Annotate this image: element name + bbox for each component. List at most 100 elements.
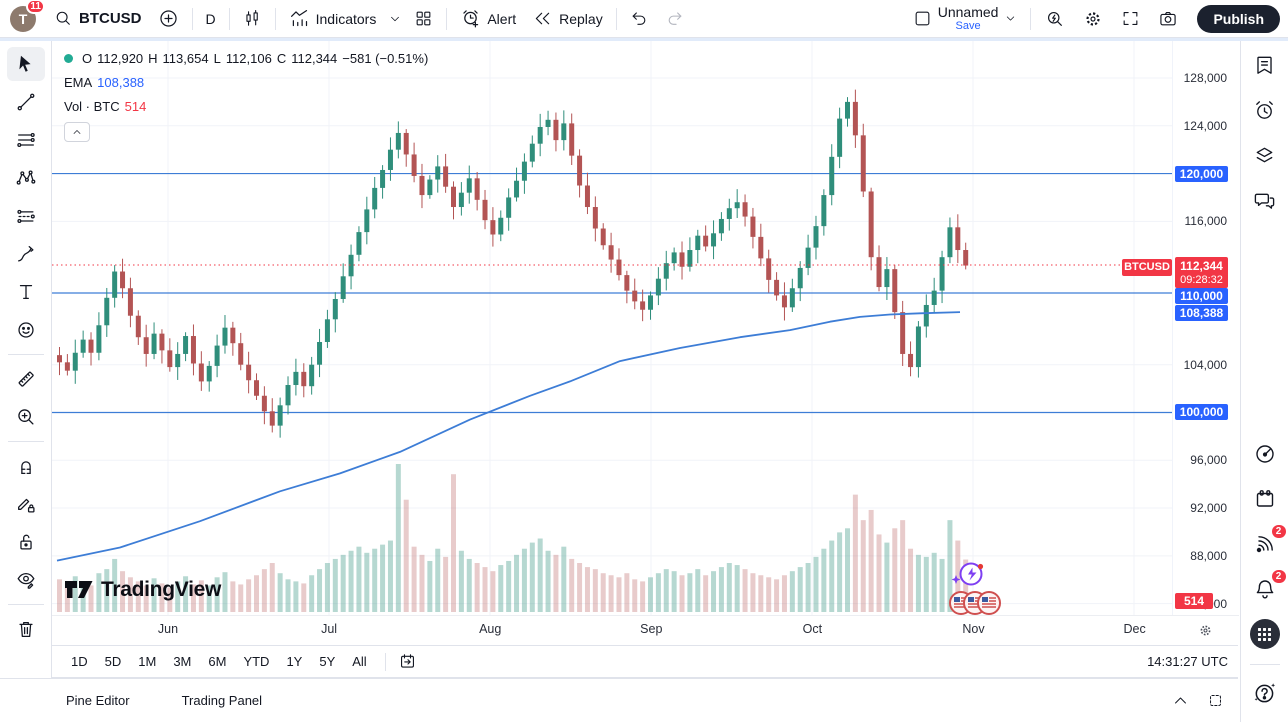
clock-utc[interactable]: 14:31:27 UTC: [1147, 654, 1228, 669]
calendar-icon: [1256, 490, 1273, 507]
undo-button[interactable]: [622, 5, 657, 33]
interval-button[interactable]: D: [198, 5, 224, 33]
trend-line-icon: [17, 93, 34, 111]
chart-event-icons[interactable]: [945, 560, 1003, 616]
trend-line-tool-button[interactable]: [7, 85, 45, 119]
legend-ohlc-row[interactable]: O 112,920 H 113,654 L 112,106 C 112,344 −581…: [64, 49, 428, 67]
indicator-templates-button[interactable]: [384, 5, 406, 33]
zoom-in-tool-button[interactable]: [7, 400, 45, 434]
screener-button[interactable]: [1249, 438, 1281, 469]
publish-button[interactable]: Publish: [1197, 4, 1280, 33]
chart-style-button[interactable]: [235, 5, 270, 33]
replay-icon: [535, 12, 550, 25]
level-badge: 100,000: [1175, 404, 1228, 421]
chat-ideas-button[interactable]: [1249, 185, 1281, 216]
remove-drawings-button[interactable]: [7, 612, 45, 646]
layers-icon: [1256, 147, 1273, 163]
layout-square-icon: [915, 11, 930, 26]
indicators-button[interactable]: Indicators: [281, 5, 385, 33]
lock-drawings-button[interactable]: [7, 525, 45, 559]
emoji-icon: [17, 322, 34, 338]
settings-button[interactable]: [1074, 5, 1112, 33]
horizontal-lines-icon: [16, 132, 35, 148]
range-button-1m[interactable]: 1M: [138, 654, 157, 669]
legend-ema-row[interactable]: EMA 108,388: [64, 73, 428, 91]
tab-trading-panel[interactable]: Trading Panel: [181, 693, 263, 708]
fullscreen-button[interactable]: [1112, 5, 1149, 33]
panel-maximize-icon[interactable]: [1207, 692, 1224, 709]
time-axis[interactable]: Jun Jul Aug Sep Oct Nov Dec: [52, 615, 1172, 645]
toolbar-divider: [1030, 7, 1032, 30]
alarm-clock-icon: [1256, 101, 1273, 119]
help-button[interactable]: [1249, 677, 1281, 708]
go-to-date-button[interactable]: [394, 648, 421, 676]
search-icon: [56, 11, 70, 25]
calendar-button[interactable]: [1249, 484, 1281, 515]
ohlc-high-label: H: [148, 50, 158, 66]
symbol-search-button[interactable]: BTCUSD: [46, 5, 150, 33]
indicators-label: Indicators: [315, 10, 377, 27]
notification-count-badge: 11: [26, 0, 45, 14]
text-icon: [19, 284, 32, 300]
legend-volume-row[interactable]: Vol · BTC 514: [64, 97, 428, 115]
chart-canvas[interactable]: [52, 41, 1172, 615]
watchlist-button[interactable]: [1249, 50, 1281, 81]
user-avatar[interactable]: T 11: [10, 0, 45, 32]
range-button-6m[interactable]: 6M: [208, 654, 227, 669]
text-tool-button[interactable]: [7, 275, 45, 309]
top-toolbar: T 11 BTCUSD D Indicators: [0, 0, 1288, 38]
screenshot-button[interactable]: [1149, 5, 1187, 33]
range-button-5d[interactable]: 5D: [104, 654, 122, 669]
legend-collapse-button[interactable]: [64, 122, 90, 142]
toolbar-divider: [7, 441, 44, 442]
brush-icon: [17, 246, 34, 262]
streams-button[interactable]: 2: [1249, 523, 1287, 560]
measure-tool-button[interactable]: [7, 362, 45, 396]
object-tree-button[interactable]: [1249, 140, 1281, 171]
level-badge: 120,000: [1175, 165, 1228, 182]
go-to-date-icon: [400, 654, 414, 668]
active-chart-accent-strip: [0, 38, 1288, 41]
price-axis[interactable]: 112,344 09:28:32 110,000 108,388 514 128…: [1172, 41, 1239, 615]
emoji-tool-button[interactable]: [7, 313, 45, 347]
toolbar-divider: [274, 7, 276, 30]
range-button-3m[interactable]: 3M: [173, 654, 192, 669]
fib-lines-tool-button[interactable]: [7, 123, 45, 157]
drawing-mode-lock-button[interactable]: [7, 487, 45, 521]
grid-layout-button[interactable]: [406, 5, 441, 33]
axis-settings-corner[interactable]: [1172, 615, 1239, 645]
replay-button[interactable]: Replay: [524, 5, 611, 33]
notifications-count-badge: 2: [1270, 568, 1287, 584]
camera-icon: [1160, 11, 1177, 25]
brush-tool-button[interactable]: [7, 237, 45, 271]
panel-expand-chevron-icon[interactable]: [1172, 692, 1189, 709]
save-label[interactable]: Save: [955, 20, 981, 33]
ohlc-open-value: 112,920: [97, 50, 144, 66]
layout-select-button[interactable]: Unnamed Save: [905, 4, 1026, 33]
alerts-panel-button[interactable]: [1249, 95, 1281, 126]
redo-button[interactable]: [657, 5, 692, 33]
magnet-mode-button[interactable]: [7, 449, 45, 483]
drawing-toolbar: [0, 41, 52, 678]
compare-add-symbol-button[interactable]: [150, 5, 187, 33]
quick-search-button[interactable]: [1036, 5, 1074, 33]
undo-icon: [632, 12, 646, 25]
notifications-button[interactable]: 2: [1249, 568, 1287, 605]
range-button-all[interactable]: All: [352, 654, 367, 669]
range-button-ytd[interactable]: YTD: [243, 654, 270, 669]
range-button-1d[interactable]: 1D: [71, 654, 88, 669]
hide-drawings-button[interactable]: [7, 563, 45, 597]
zoom-in-icon: [17, 409, 34, 425]
tab-pine-editor[interactable]: Pine Editor: [66, 693, 130, 708]
symbol-name: BTCUSD: [79, 10, 142, 27]
cursor-tool-button[interactable]: [6, 47, 45, 81]
projection-tool-button[interactable]: [7, 199, 45, 233]
month-label: Aug: [479, 622, 502, 636]
alert-button[interactable]: Alert: [452, 5, 524, 33]
range-button-1y[interactable]: 1Y: [286, 654, 303, 669]
range-button-5y[interactable]: 5Y: [319, 654, 336, 669]
magnet-icon: [20, 461, 31, 474]
pattern-tool-button[interactable]: [7, 161, 45, 195]
toolbar-divider: [7, 354, 44, 355]
apps-menu-button[interactable]: [1249, 619, 1281, 650]
